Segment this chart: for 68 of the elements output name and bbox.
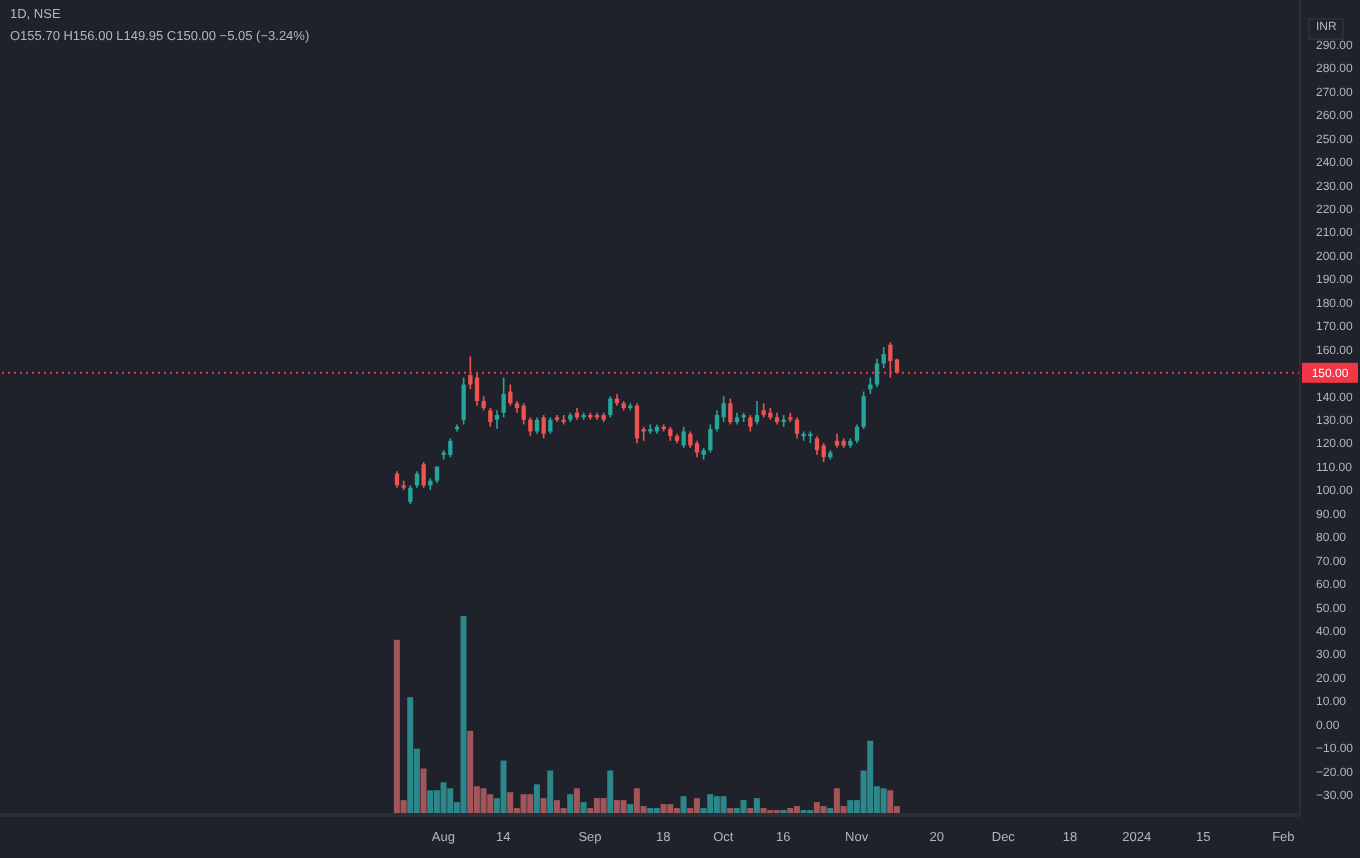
candlestick	[728, 397, 733, 426]
candlestick	[681, 425, 686, 449]
bar	[887, 790, 894, 814]
candlestick	[888, 341, 893, 379]
bar	[627, 804, 634, 814]
bar	[433, 790, 440, 814]
bar	[707, 794, 714, 814]
bar	[580, 802, 587, 814]
bar	[847, 800, 854, 814]
bar	[713, 796, 720, 814]
bar	[607, 770, 614, 814]
bar	[880, 788, 887, 814]
bar	[867, 740, 874, 814]
candlestick	[461, 376, 466, 426]
candlestick	[634, 402, 640, 444]
candlestick	[421, 461, 426, 489]
bar	[460, 616, 467, 814]
bar	[480, 788, 487, 814]
candlestick	[501, 376, 506, 419]
bar	[600, 798, 607, 814]
candlestick	[854, 423, 860, 444]
bar	[507, 792, 514, 814]
bar	[393, 639, 400, 814]
candlestick	[861, 390, 866, 430]
candlestick	[408, 484, 413, 505]
candlestick	[754, 400, 760, 426]
bar	[660, 804, 667, 814]
bar	[813, 802, 820, 814]
candlestick	[708, 423, 713, 454]
bar	[520, 794, 527, 814]
bar	[613, 800, 620, 814]
candlestick	[814, 435, 820, 456]
bar	[427, 790, 434, 814]
candlestick	[521, 402, 526, 426]
candlestick	[714, 409, 720, 433]
candlestick	[448, 437, 453, 459]
bar	[547, 770, 554, 814]
bar	[487, 794, 494, 814]
bar	[420, 768, 427, 814]
bar	[680, 796, 687, 814]
candlestick	[794, 416, 800, 440]
bar	[693, 798, 700, 814]
candlestick	[541, 414, 546, 440]
bar	[447, 788, 454, 814]
bar	[527, 794, 534, 814]
candlestick	[874, 357, 880, 388]
bar	[553, 800, 560, 814]
bar	[573, 788, 580, 814]
candlestick	[721, 395, 726, 423]
candlestick	[494, 409, 500, 430]
bar	[500, 760, 507, 814]
candlestick	[608, 395, 613, 419]
bar	[533, 784, 540, 814]
candlestick	[474, 372, 480, 407]
bar	[440, 782, 447, 814]
bar	[633, 788, 640, 814]
bar	[567, 794, 574, 814]
bar	[620, 800, 627, 814]
candlestick	[488, 407, 493, 428]
bar	[540, 798, 547, 814]
bar	[740, 800, 747, 814]
bar	[467, 730, 474, 814]
bar	[753, 798, 760, 814]
bar	[833, 788, 840, 814]
bar	[720, 796, 727, 814]
bar	[407, 697, 414, 814]
bar	[667, 804, 674, 814]
bar	[593, 798, 600, 814]
